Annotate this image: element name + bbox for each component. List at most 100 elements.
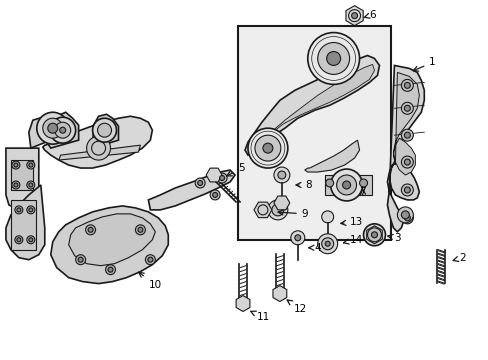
Circle shape	[27, 236, 35, 244]
Text: 7: 7	[359, 187, 366, 197]
Circle shape	[37, 112, 68, 144]
Circle shape	[326, 51, 340, 66]
Polygon shape	[42, 116, 152, 168]
Polygon shape	[236, 296, 249, 311]
Polygon shape	[59, 145, 140, 160]
Polygon shape	[46, 112, 79, 148]
Circle shape	[290, 231, 304, 245]
Circle shape	[325, 179, 333, 187]
Polygon shape	[11, 160, 33, 190]
Circle shape	[92, 118, 116, 142]
Circle shape	[105, 265, 115, 275]
Circle shape	[27, 181, 35, 189]
Circle shape	[325, 241, 329, 246]
Circle shape	[85, 225, 95, 235]
Text: 9: 9	[278, 209, 308, 219]
Circle shape	[330, 169, 362, 201]
Circle shape	[397, 207, 412, 223]
Text: 2: 2	[452, 253, 465, 263]
Text: 14: 14	[343, 235, 362, 245]
Circle shape	[195, 178, 205, 188]
Circle shape	[401, 184, 412, 196]
Circle shape	[197, 180, 202, 185]
Circle shape	[404, 82, 409, 88]
Polygon shape	[272, 285, 286, 302]
Polygon shape	[345, 6, 363, 26]
Circle shape	[88, 227, 93, 232]
Circle shape	[219, 176, 224, 180]
Circle shape	[135, 225, 145, 235]
Polygon shape	[273, 196, 289, 210]
Circle shape	[14, 163, 18, 167]
Circle shape	[78, 257, 83, 262]
Circle shape	[277, 171, 285, 179]
Polygon shape	[244, 55, 379, 155]
Polygon shape	[6, 148, 39, 210]
Circle shape	[321, 211, 333, 223]
Circle shape	[98, 123, 111, 137]
Circle shape	[29, 208, 33, 212]
Polygon shape	[386, 66, 424, 232]
Circle shape	[217, 173, 226, 183]
Circle shape	[307, 32, 359, 84]
Circle shape	[294, 235, 300, 241]
Polygon shape	[206, 168, 222, 182]
Circle shape	[76, 255, 85, 265]
Circle shape	[27, 161, 35, 169]
Circle shape	[367, 228, 381, 242]
Circle shape	[50, 117, 76, 143]
Circle shape	[108, 267, 113, 272]
Circle shape	[247, 128, 287, 168]
Circle shape	[17, 208, 21, 212]
Circle shape	[401, 80, 412, 91]
Polygon shape	[51, 206, 168, 284]
Text: 8: 8	[295, 180, 311, 190]
Circle shape	[401, 211, 408, 219]
Circle shape	[336, 175, 356, 195]
Circle shape	[271, 204, 283, 216]
Circle shape	[317, 234, 337, 254]
Text: 5: 5	[226, 163, 244, 176]
Text: 11: 11	[250, 311, 270, 323]
Circle shape	[267, 200, 287, 220]
Polygon shape	[29, 115, 65, 148]
Text: 10: 10	[139, 272, 161, 289]
Polygon shape	[68, 214, 155, 266]
Circle shape	[42, 118, 62, 138]
Circle shape	[371, 232, 377, 238]
Circle shape	[138, 227, 142, 232]
Circle shape	[404, 159, 409, 165]
Circle shape	[404, 187, 409, 193]
Circle shape	[17, 238, 21, 242]
Circle shape	[363, 224, 385, 246]
Polygon shape	[251, 64, 374, 152]
Circle shape	[359, 179, 367, 187]
Circle shape	[55, 122, 71, 138]
Circle shape	[29, 183, 33, 187]
Text: 1: 1	[412, 58, 435, 71]
Circle shape	[401, 129, 412, 141]
Circle shape	[404, 215, 409, 221]
Text: 3: 3	[387, 233, 400, 243]
Text: 6: 6	[363, 10, 375, 20]
Circle shape	[342, 181, 350, 189]
Circle shape	[210, 190, 220, 200]
Circle shape	[317, 42, 349, 75]
Polygon shape	[6, 185, 45, 260]
Text: 4: 4	[308, 243, 321, 253]
Circle shape	[321, 238, 333, 250]
Circle shape	[29, 238, 33, 242]
Circle shape	[404, 105, 409, 111]
Circle shape	[147, 257, 153, 262]
Polygon shape	[253, 202, 271, 218]
Polygon shape	[148, 170, 235, 210]
Circle shape	[401, 156, 412, 168]
Circle shape	[27, 206, 35, 214]
Circle shape	[15, 206, 23, 214]
Circle shape	[145, 255, 155, 265]
Circle shape	[263, 143, 272, 153]
Circle shape	[401, 212, 412, 224]
Circle shape	[48, 123, 58, 133]
Circle shape	[12, 161, 20, 169]
Circle shape	[86, 136, 110, 160]
